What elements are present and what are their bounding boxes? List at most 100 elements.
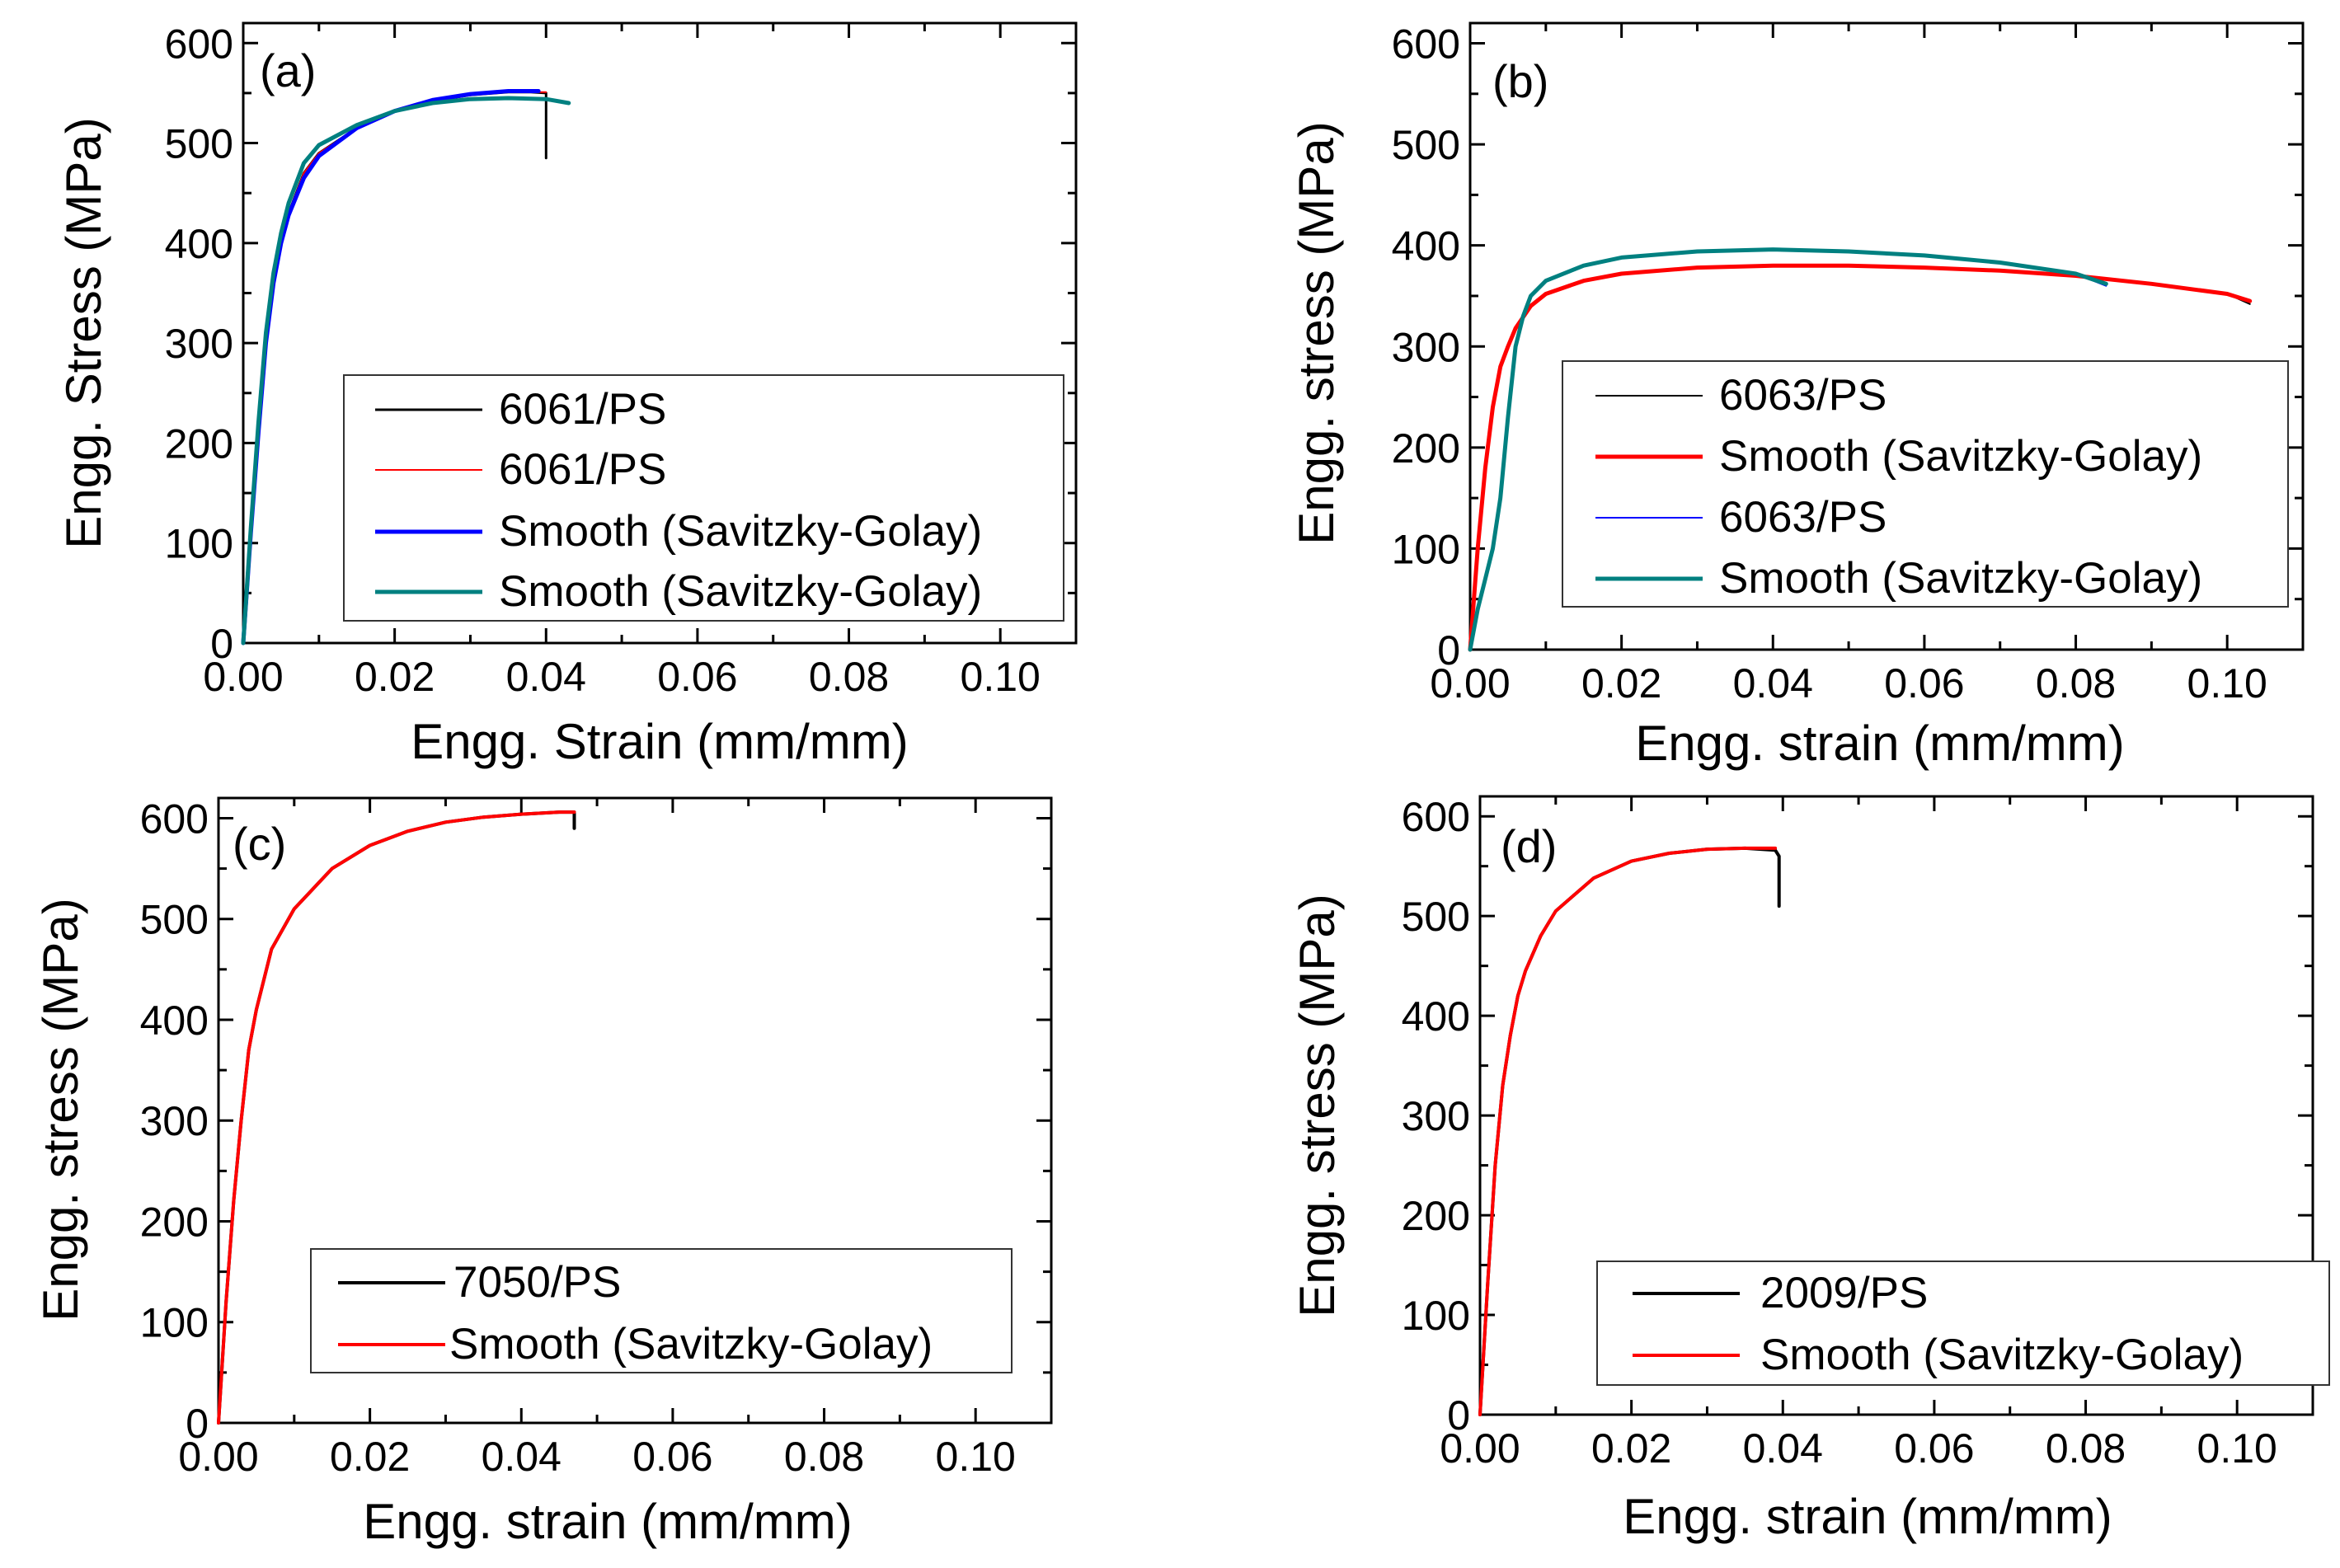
- y-tick-label: 600: [165, 21, 233, 67]
- legend-box: [1596, 1261, 2330, 1386]
- y-axis-label: Engg. stress (MPa): [1290, 894, 1345, 1317]
- y-tick-label: 500: [165, 121, 233, 167]
- y-tick-label: 0: [186, 1401, 209, 1447]
- y-tick-label: 400: [140, 998, 209, 1044]
- plot-frame: [242, 21, 1078, 645]
- legend-label: 6063/PS: [1719, 493, 1887, 542]
- x-tick-label: 0.00: [178, 1434, 258, 1480]
- y-axis-label: Engg. stress (MPa): [1289, 121, 1344, 545]
- x-tick-label: 0.06: [657, 654, 737, 700]
- legend-label: 6061/PS: [499, 385, 666, 434]
- y-tick-label: 500: [140, 897, 209, 943]
- x-tick-label: 0.06: [1894, 1425, 1974, 1472]
- x-tick-label: 0.04: [1733, 660, 1813, 707]
- legend-label: Smooth (Savitzky-Golay): [1719, 554, 2202, 603]
- legend-label: Smooth (Savitzky-Golay): [499, 507, 982, 556]
- y-tick-label: 600: [1392, 21, 1460, 68]
- x-tick-label: 0.02: [330, 1434, 410, 1480]
- y-tick-label: 100: [1402, 1293, 1470, 1339]
- y-tick-label: 200: [1402, 1193, 1470, 1239]
- y-tick-label: 500: [1402, 894, 1470, 940]
- axis-ticks: [1468, 23, 2303, 651]
- x-tick-label: 0.10: [2187, 660, 2267, 707]
- y-tick-labels: 0 100 200 300 400 500 600: [1402, 794, 1470, 1439]
- x-tick-label: 0.04: [1743, 1425, 1823, 1472]
- x-tick-label: 0.08: [2036, 660, 2116, 707]
- y-tick-label: 300: [140, 1098, 209, 1144]
- x-tick-labels: 0.00 0.02 0.04 0.06 0.08 0.10: [1430, 660, 2267, 707]
- x-tick-label: 0.10: [961, 654, 1041, 700]
- series-line: [1468, 263, 2253, 652]
- y-tick-labels: 0 100 200 300 400 500 600: [165, 21, 233, 667]
- y-tick-label: 100: [165, 521, 233, 567]
- y-tick-label: 500: [1392, 122, 1460, 168]
- legend-box: [343, 374, 1064, 622]
- legend-label: Smooth (Savitzky-Golay): [1719, 432, 2202, 481]
- y-tick-label: 0: [1437, 627, 1460, 674]
- y-tick-label: 200: [1392, 425, 1460, 472]
- x-tick-label: 0.04: [482, 1434, 562, 1480]
- series-line: [1478, 846, 1778, 1416]
- y-tick-labels: 0 100 200 300 400 500 600: [140, 796, 209, 1447]
- series-group: [217, 810, 576, 1425]
- y-tick-label: 400: [1392, 223, 1460, 270]
- series-group: [1468, 247, 2253, 652]
- panel-label: (c): [233, 818, 286, 870]
- legend-label: Smooth (Savitzky-Golay): [1760, 1331, 2244, 1379]
- legend-label: 6063/PS: [1719, 371, 1887, 420]
- x-tick-label: 0.08: [809, 654, 889, 700]
- panel-label: (a): [260, 45, 316, 96]
- plot-frame: [1468, 21, 2305, 651]
- series-group: [241, 89, 571, 646]
- legend-label: 7050/PS: [453, 1258, 621, 1307]
- y-tick-label: 600: [140, 796, 209, 842]
- panel-c: 0.00 0.02 0.04 0.06 0.08 0.10 0 100 200 300 400 50…: [33, 796, 1053, 1549]
- legend: 2009/PS Smooth (Savitzky-Golay): [1596, 1261, 2330, 1386]
- y-axis-label: Engg. stress (MPa): [33, 898, 88, 1322]
- y-tick-label: 0: [210, 621, 233, 667]
- legend-label: 2009/PS: [1760, 1269, 1928, 1317]
- x-axis-label: Engg. strain (mm/mm): [363, 1494, 852, 1549]
- y-axis-label: Engg. Stress (MPa): [56, 117, 111, 549]
- y-tick-label: 600: [1402, 794, 1470, 840]
- x-tick-labels: 0.00 0.02 0.04 0.06 0.08 0.10: [203, 654, 1041, 700]
- x-tick-labels: 0.00 0.02 0.04 0.06 0.08 0.10: [178, 1434, 1016, 1480]
- legend-label: Smooth (Savitzky-Golay): [449, 1320, 933, 1368]
- series-line: [241, 96, 571, 646]
- x-tick-label: 0.06: [632, 1434, 712, 1480]
- x-tick-label: 0.02: [1591, 1425, 1671, 1472]
- series-group: [1478, 846, 1781, 1416]
- y-tick-label: 400: [1402, 993, 1470, 1040]
- y-tick-label: 200: [165, 420, 233, 467]
- x-tick-label: 0.10: [936, 1434, 1016, 1480]
- x-axis-label: Engg. strain (mm/mm): [1623, 1489, 2112, 1544]
- y-tick-label: 100: [1392, 526, 1460, 572]
- panel-a: 0.00 0.02 0.04 0.06 0.08 0.10 0 100 200 300 400 50…: [56, 21, 1078, 769]
- x-tick-labels: 0.00 0.02 0.04 0.06 0.08 0.10: [1440, 1425, 2277, 1472]
- x-tick-label: 0.08: [784, 1434, 864, 1480]
- x-tick-label: 0.00: [1440, 1425, 1520, 1472]
- y-tick-label: 300: [165, 321, 233, 367]
- x-tick-label: 0.00: [1430, 660, 1510, 707]
- legend: 7050/PS Smooth (Savitzky-Golay): [310, 1248, 1013, 1373]
- legend-box: [1562, 360, 2289, 608]
- y-tick-label: 200: [140, 1199, 209, 1245]
- legend-label: Smooth (Savitzky-Golay): [499, 567, 982, 616]
- x-tick-label: 0.10: [2197, 1425, 2277, 1472]
- x-axis-label: Engg. strain (mm/mm): [1635, 716, 2124, 771]
- y-tick-labels: 0 100 200 300 400 500 600: [1392, 21, 1460, 674]
- panel-label: (d): [1501, 820, 1557, 872]
- y-tick-label: 0: [1447, 1392, 1470, 1439]
- x-axis-label: Engg. Strain (mm/mm): [411, 714, 908, 769]
- panel-label: (b): [1492, 55, 1548, 107]
- panel-b: 0.00 0.02 0.04 0.06 0.08 0.10 0 100 200 300 400 50…: [1289, 21, 2305, 771]
- x-tick-label: 0.02: [1581, 660, 1661, 707]
- y-tick-label: 400: [165, 221, 233, 267]
- y-tick-label: 300: [1392, 324, 1460, 370]
- y-tick-label: 100: [140, 1300, 209, 1346]
- x-tick-label: 0.04: [506, 654, 586, 700]
- x-tick-label: 0.00: [203, 654, 283, 700]
- legend: 6063/PS Smooth (Savitzky-Golay) 6063/PS …: [1562, 360, 2289, 608]
- x-tick-label: 0.06: [1884, 660, 1964, 707]
